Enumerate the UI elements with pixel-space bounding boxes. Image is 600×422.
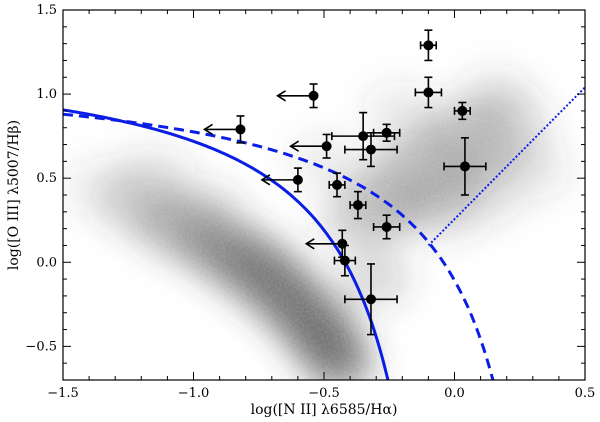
y-tick-label: 0.0 — [36, 255, 57, 270]
data-point-11 — [443, 137, 487, 196]
data-point-6 — [260, 167, 303, 193]
plot-area — [63, 10, 585, 380]
data-point-12 — [328, 172, 346, 198]
data-marker — [423, 40, 434, 51]
data-points — [202, 29, 487, 336]
data-point-4 — [202, 115, 246, 144]
dotted-demarcation-line — [427, 86, 585, 247]
demarcation-lines — [63, 86, 585, 380]
x-tick-label: 0.5 — [575, 386, 596, 401]
data-marker — [339, 255, 350, 266]
axis-ticks — [62, 9, 586, 381]
data-point-13 — [349, 190, 367, 220]
y-axis-tick-labels: −0.5 0.0 0.5 1.0 1.5 — [25, 3, 57, 354]
data-point-15 — [333, 244, 357, 277]
data-point-0 — [419, 29, 438, 62]
upper-limit-arrow-head — [260, 174, 271, 186]
data-marker — [358, 131, 369, 142]
data-marker — [381, 221, 392, 232]
y-tick-label: 0.5 — [36, 171, 57, 186]
upper-limit-arrow-head — [202, 123, 213, 136]
y-tick-label: 1.0 — [36, 87, 57, 102]
x-axis-tick-labels: −1.5 −1.0 −0.5 0.0 0.5 — [47, 386, 595, 401]
upper-limit-arrow-head — [304, 238, 315, 250]
data-marker — [423, 87, 434, 98]
data-point-16 — [344, 263, 398, 336]
dashed-demarcation-line — [63, 112, 495, 380]
data-marker — [292, 174, 303, 185]
y-axis-label: log([O III] λ5007/Hβ) — [6, 120, 22, 270]
x-tick-label: −1.5 — [47, 386, 79, 401]
data-marker — [235, 124, 246, 135]
x-tick-label: −0.5 — [308, 386, 340, 401]
data-marker — [459, 161, 470, 172]
data-point-2 — [453, 101, 471, 121]
x-tick-label: 0.0 — [444, 386, 465, 401]
upper-limit-arrow-head — [289, 140, 300, 152]
density-texture — [63, 10, 585, 380]
data-marker — [321, 141, 332, 152]
upper-limit-arrow-head — [276, 90, 286, 102]
y-tick-label: 1.5 — [36, 3, 57, 18]
y-tick-label: −0.5 — [25, 339, 57, 354]
data-marker — [365, 144, 376, 155]
data-point-8 — [331, 111, 396, 161]
data-point-7 — [304, 229, 348, 259]
x-tick-label: −1.0 — [178, 386, 210, 401]
data-point-14 — [372, 214, 401, 240]
data-marker — [337, 238, 348, 249]
data-marker — [381, 127, 392, 138]
data-point-5 — [289, 133, 332, 159]
data-point-1 — [414, 76, 443, 109]
data-marker — [332, 179, 343, 190]
data-marker — [352, 200, 363, 211]
data-marker — [308, 90, 319, 101]
x-axis-label: log([N II] λ6585/Hα) — [251, 402, 398, 418]
data-marker — [365, 294, 376, 305]
data-point-10 — [372, 123, 401, 142]
data-point-3 — [276, 83, 319, 109]
data-marker — [457, 105, 468, 116]
